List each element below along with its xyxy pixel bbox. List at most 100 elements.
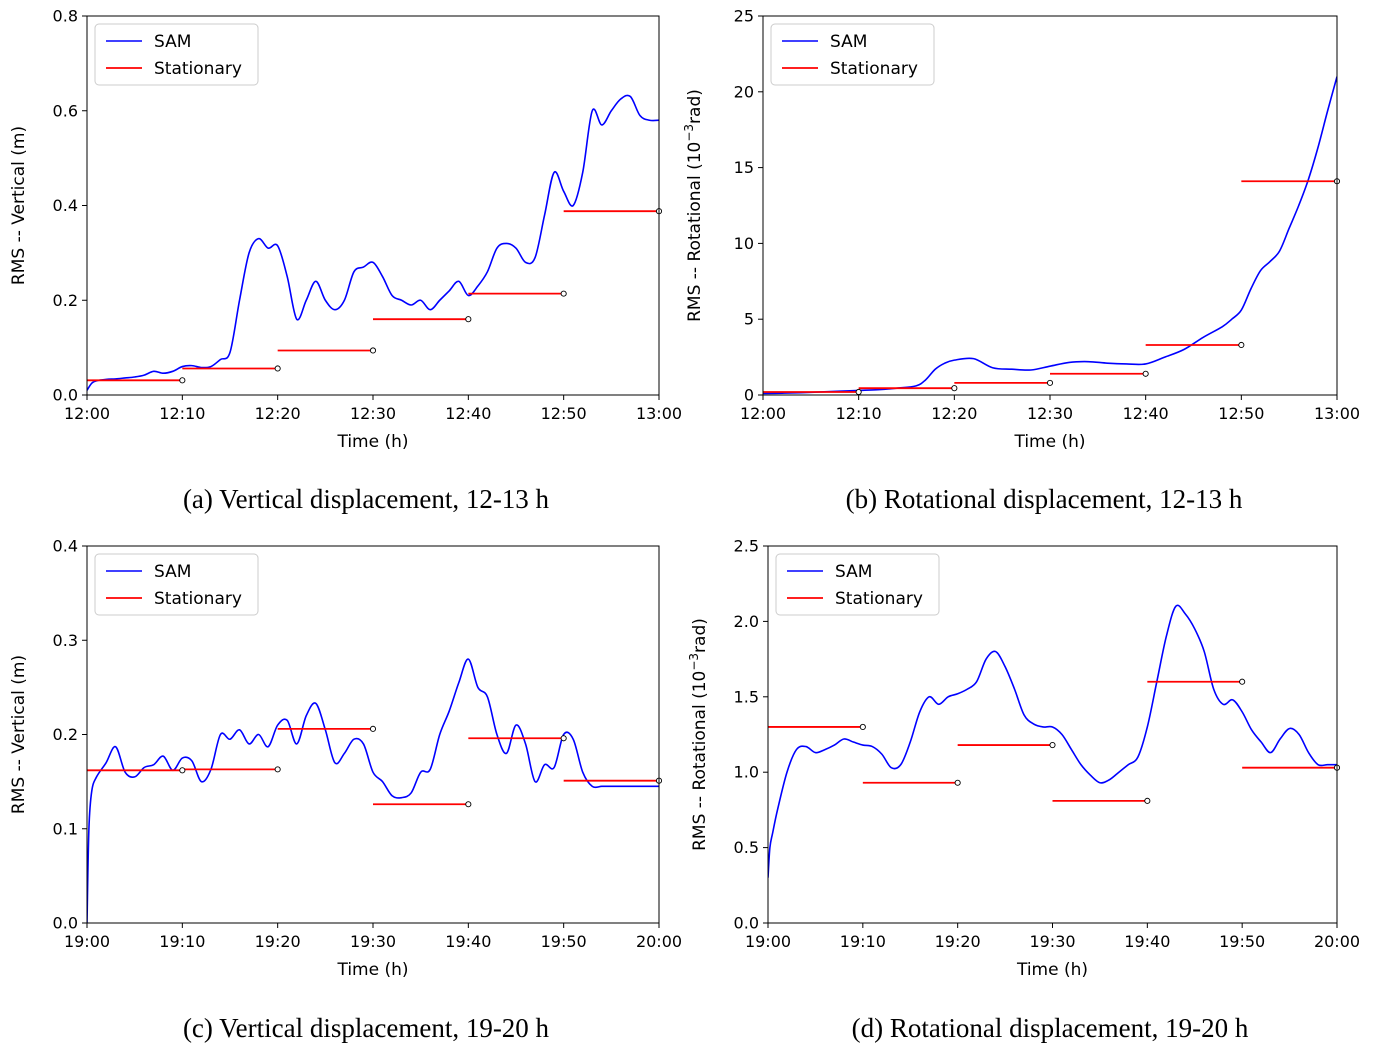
x-tick-label: 19:20 (255, 932, 301, 951)
x-axis-label: Time (h) (1013, 432, 1085, 452)
x-tick-label: 20:00 (636, 932, 682, 951)
y-tick-label: 0.0 (53, 914, 78, 933)
y-axis-label-main: RMS -- Rotational (10 (690, 671, 710, 851)
x-tick-label: 19:10 (840, 932, 886, 951)
chart-panel-d: 19:00 19:10 19:20 19:30 19:40 19:50 20:00 0.0 0.… (687, 537, 1360, 1044)
x-tick-label: 19:30 (1029, 932, 1075, 951)
x-tick-label: 12:00 (64, 404, 110, 423)
y-tick-label: 0.2 (53, 291, 78, 310)
sam-line (763, 76, 1337, 395)
x-tick-label: 19:20 (935, 932, 981, 951)
stationary-point-0 (859, 723, 866, 731)
legend-sam-label: SAM (154, 32, 191, 52)
legend-stationary-label: Stationary (835, 589, 923, 609)
y-axis-label: RMS -- Vertical (m) (9, 126, 29, 285)
sam-line (87, 94, 659, 391)
y-axis-label: RMS -- Rotational (10−3rad) (682, 89, 705, 322)
stationary-point-3 (1144, 797, 1151, 804)
figure-caption: (b) Rotational displacement, 12-13 h (846, 484, 1243, 514)
y-tick-label: 0.1 (53, 819, 78, 838)
x-tick-label: 12:40 (445, 404, 491, 423)
y-tick-label: 5 (744, 310, 754, 329)
stationary-point-2 (369, 725, 377, 732)
x-tick-label: 19:50 (541, 932, 587, 951)
figure-caption: (d) Rotational displacement, 19-20 h (852, 1013, 1249, 1043)
y-tick-label: 0.0 (53, 386, 78, 405)
x-axis-label: Time (h) (336, 960, 408, 980)
x-tick-label: 13:00 (636, 404, 682, 423)
stationary-point-4 (560, 290, 567, 297)
x-tick-label: 12:20 (931, 404, 977, 423)
x-tick-label: 20:00 (1314, 932, 1360, 951)
stationary-point-1 (951, 385, 958, 392)
y-axis-label: RMS -- Vertical (m) (9, 655, 29, 814)
plot-area (763, 76, 1337, 395)
legend-box (94, 23, 259, 86)
x-tick-label: 12:30 (350, 404, 396, 423)
legend: SAM Stationary (775, 553, 940, 616)
legend-stationary-label: Stationary (154, 589, 242, 609)
y-tick-label: 20 (734, 82, 754, 101)
x-tick-label: 19:00 (64, 932, 110, 951)
y-tick-label: 2.5 (734, 537, 759, 556)
x-tick-label: 12:50 (541, 404, 587, 423)
x-tick-label: 19:40 (1124, 932, 1170, 951)
chart-panel-c: 19:00 19:10 19:20 19:30 19:40 19:50 20:00 0.0 0.… (9, 537, 682, 1044)
sam-line (768, 604, 1337, 878)
y-tick-label: 15 (734, 158, 754, 177)
plot-area (768, 604, 1337, 878)
x-tick-label: 13:00 (1314, 404, 1360, 423)
y-tick-label: 0.3 (53, 631, 78, 650)
sam-line (87, 658, 659, 923)
plot-area (87, 658, 659, 923)
legend-sam-label: SAM (835, 562, 872, 582)
stationary-point-3 (465, 316, 472, 323)
figure-caption: (a) Vertical displacement, 12-13 h (183, 484, 550, 514)
x-tick-label: 19:40 (445, 932, 491, 951)
stationary-point-0 (179, 377, 186, 384)
y-axis-label-unit: rad) (685, 89, 705, 124)
x-tick-label: 19:50 (1219, 932, 1265, 951)
y-tick-label: 10 (734, 234, 754, 253)
stationary-point-3 (465, 801, 472, 808)
legend-stationary-label: Stationary (830, 59, 918, 79)
x-tick-label: 12:20 (255, 404, 301, 423)
legend-sam-label: SAM (830, 32, 867, 52)
stationary-point-4 (560, 735, 567, 742)
y-axis-label-main: RMS -- Vertical (m) (9, 126, 29, 285)
legend: SAM Stationary (94, 553, 259, 616)
x-tick-label: 19:00 (745, 932, 791, 951)
y-axis-label-superscript: −3 (687, 653, 701, 671)
figure-caption: (c) Vertical displacement, 19-20 h (183, 1013, 550, 1043)
y-tick-label: 0.4 (53, 196, 78, 215)
legend: SAM Stationary (770, 23, 935, 86)
chart-panel-a: 12:00 12:10 12:20 12:30 12:40 12:50 13:00 0.0 0.… (9, 7, 682, 515)
x-tick-label: 12:10 (159, 404, 205, 423)
y-tick-label: 0.6 (53, 101, 78, 120)
stationary-point-2 (369, 347, 377, 354)
y-tick-label: 1.0 (734, 763, 759, 782)
x-tick-label: 12:40 (1123, 404, 1169, 423)
x-tick-label: 19:10 (159, 932, 205, 951)
y-tick-label: 0.5 (734, 838, 759, 857)
stationary-point-2 (1049, 742, 1056, 749)
x-tick-label: 12:00 (740, 404, 786, 423)
y-axis-label-main: RMS -- Vertical (m) (9, 655, 29, 814)
legend-sam-label: SAM (154, 562, 191, 582)
x-tick-label: 12:50 (1218, 404, 1264, 423)
stationary-point-1 (274, 365, 281, 372)
stationary-point-4 (1239, 678, 1246, 685)
chart-panel-b: 12:00 12:10 12:20 12:30 12:40 12:50 13:00 0 5 10 1… (682, 7, 1360, 515)
y-tick-label: 0 (744, 386, 754, 405)
y-tick-label: 2.0 (734, 612, 759, 631)
stationary-point-0 (179, 767, 186, 774)
y-tick-label: 0.8 (53, 7, 78, 26)
y-axis-label-main: RMS -- Rotational (10 (685, 142, 705, 322)
stationary-point-2 (1046, 379, 1054, 386)
y-tick-label: 0.4 (53, 537, 78, 556)
legend-box (94, 553, 259, 616)
x-tick-label: 12:10 (836, 404, 882, 423)
stationary-point-4 (1238, 341, 1245, 349)
x-axis-label: Time (h) (1016, 960, 1088, 980)
